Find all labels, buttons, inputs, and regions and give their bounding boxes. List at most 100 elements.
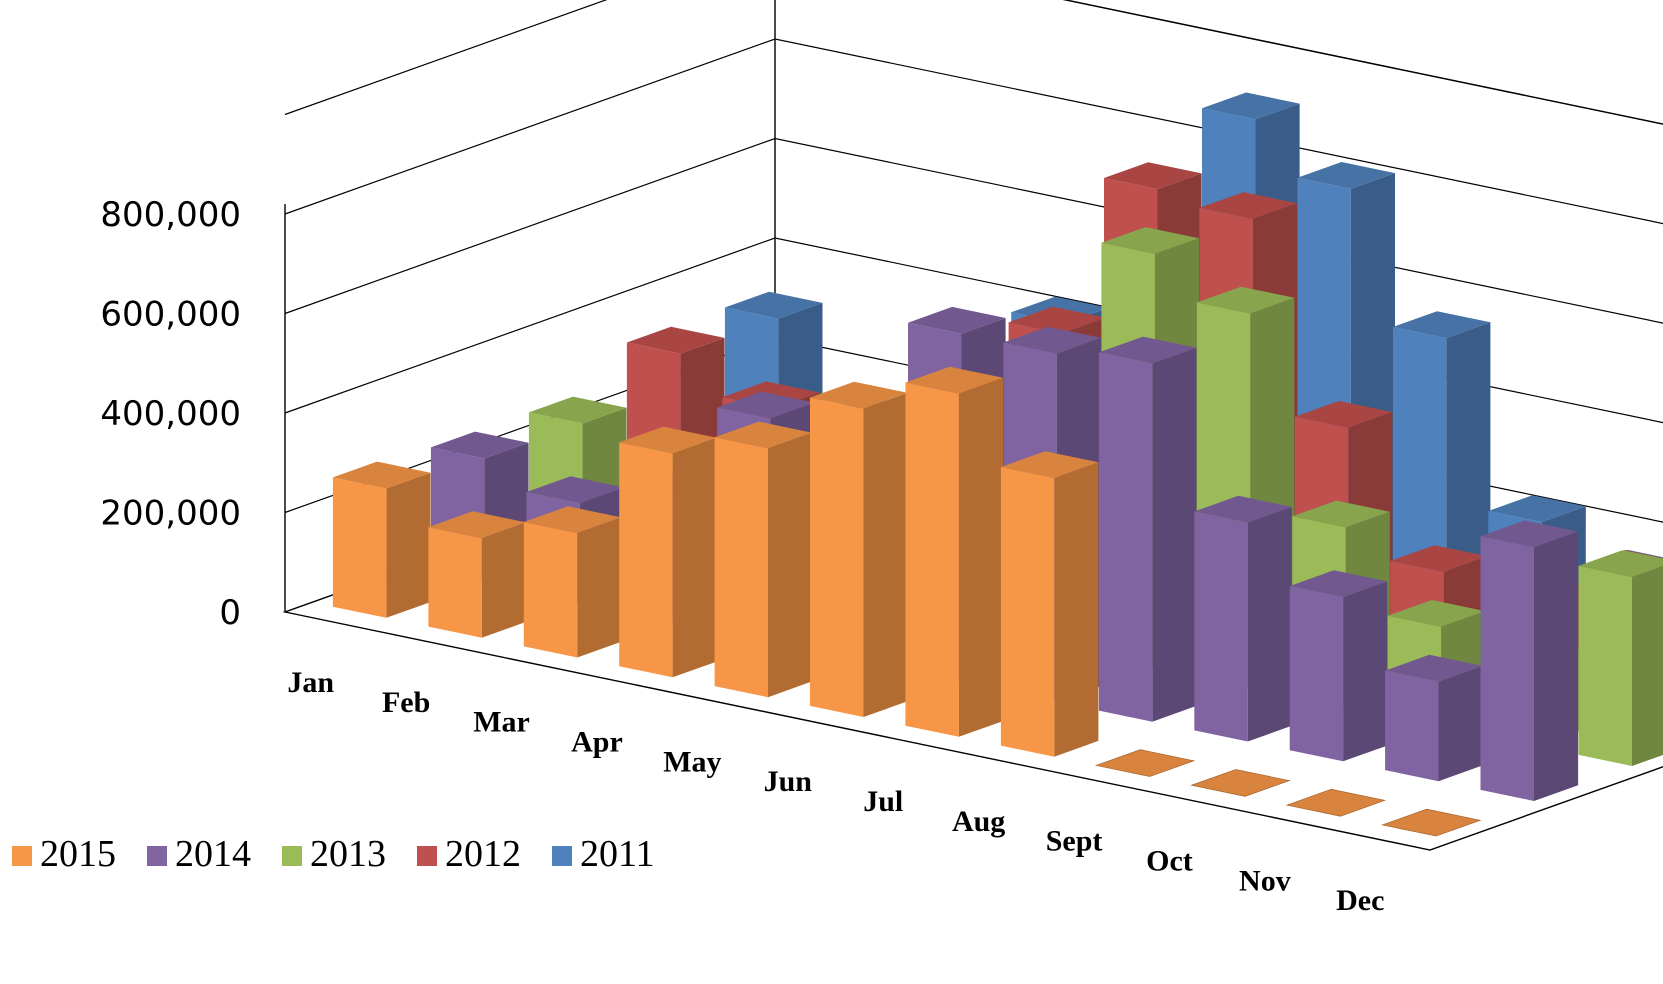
bar-2015-Oct: [1190, 769, 1291, 797]
bar-2015-Nov: [1285, 788, 1387, 817]
bar-top: [528, 396, 627, 424]
legend-label: 2012: [445, 833, 521, 875]
bar-side: [1054, 462, 1099, 757]
bar-side: [1152, 347, 1197, 722]
gridline: [284, 237, 1663, 424]
legend-label: 2014: [175, 833, 251, 875]
x-tick-label: Apr: [571, 725, 623, 758]
bar-top: [1000, 451, 1099, 479]
gridline: [284, 38, 1663, 225]
bar-front: [1194, 511, 1248, 742]
bar-top: [523, 506, 622, 534]
bar-top: [1480, 520, 1579, 548]
legend: 2015 2014 2013 2012 2011: [12, 833, 655, 875]
legend-swatch: [147, 846, 167, 866]
bar-top: [1392, 311, 1491, 339]
bar-2015-Jul: [905, 366, 1003, 737]
bar-side: [577, 517, 622, 658]
bar-side: [1343, 581, 1388, 762]
y-tick-label: 800,000: [100, 195, 241, 235]
bar-top: [1104, 162, 1202, 190]
y-tick-label: 600,000: [100, 295, 241, 335]
legend-swatch: [552, 846, 572, 866]
bar-front: [810, 397, 864, 717]
bar-top: [430, 431, 529, 459]
bar-front: [1000, 467, 1055, 757]
bar-front: [619, 442, 673, 678]
bar-front: [428, 527, 482, 638]
bar-side: [863, 392, 908, 717]
bar-side: [1446, 322, 1491, 617]
x-tick-label: Jun: [764, 765, 813, 798]
bar-front: [1392, 327, 1447, 617]
bar-2011-Aug: [1392, 311, 1491, 617]
bar-2015-Feb: [428, 511, 526, 638]
bar-2015-Jun: [810, 381, 908, 717]
bar-top: [1292, 500, 1390, 528]
legend-label: 2015: [40, 833, 116, 875]
bar-side: [768, 432, 813, 698]
bar-top: [1008, 306, 1107, 334]
bar-2014-Nov: [1385, 654, 1483, 782]
y-tick-label: 200,000: [100, 494, 241, 534]
chart-bars: [332, 92, 1663, 837]
bar-2015-Apr: [619, 426, 717, 678]
bar-top: [1488, 495, 1586, 523]
x-tick-label: Feb: [382, 686, 430, 719]
legend-label: 2011: [580, 833, 655, 875]
bar-front: [332, 477, 387, 618]
bar-top: [1297, 162, 1395, 189]
bar-front: [1578, 565, 1632, 766]
legend-label: 2013: [310, 833, 386, 875]
bar-top: [1003, 326, 1101, 354]
bar-top: [1294, 400, 1393, 428]
x-tick-label: Oct: [1146, 844, 1193, 877]
bar-2015-May: [714, 421, 813, 698]
bar-top: [810, 381, 908, 409]
x-tick-label: Nov: [1239, 864, 1291, 897]
bar-side: [1632, 565, 1663, 766]
bar-side: [958, 377, 1003, 737]
bar-front: [714, 437, 768, 698]
bar-top: [619, 426, 717, 454]
bar-top: [1385, 654, 1483, 682]
bar-top: [1094, 749, 1196, 777]
bar-top: [1199, 192, 1297, 219]
x-tick-label: Dec: [1336, 884, 1384, 917]
bar-2013-Dec: [1578, 550, 1663, 766]
bar-top: [1202, 92, 1300, 120]
bar-top: [724, 291, 823, 319]
bar-2014-Aug: [1098, 336, 1197, 722]
y-axis-ticks: 0 200,000 400,000 600,000 800,000: [100, 195, 241, 633]
bar-top: [1578, 550, 1663, 577]
bar-top: [1196, 286, 1295, 314]
bar-top: [1387, 600, 1486, 627]
x-tick-label: Jul: [863, 785, 903, 818]
bar-2014-Oct: [1289, 570, 1388, 762]
bar-side: [481, 522, 526, 638]
bar-top: [1098, 336, 1197, 364]
legend-swatch: [417, 846, 437, 866]
bar-side: [1247, 506, 1292, 742]
bar-2015-Jan: [332, 461, 431, 618]
bar-top: [1285, 788, 1387, 817]
bar-2015-Mar: [523, 506, 622, 658]
bar-top: [1190, 769, 1291, 797]
bar-top: [908, 306, 1006, 334]
bar-top: [526, 476, 624, 504]
bar-front: [1385, 670, 1439, 782]
bar-front: [523, 522, 578, 658]
bar-top: [905, 366, 1003, 394]
bar-side: [1534, 531, 1579, 801]
bar-side: [672, 437, 717, 678]
bar-top: [1289, 570, 1388, 598]
bar-top: [714, 421, 813, 449]
x-tick-label: May: [663, 745, 721, 778]
bar-top: [717, 391, 815, 419]
bar-top: [1101, 227, 1199, 254]
bar-top: [1381, 808, 1482, 837]
bar-top: [428, 511, 526, 539]
bar-2015-Aug: [1000, 451, 1099, 757]
bar-top: [1194, 495, 1292, 523]
